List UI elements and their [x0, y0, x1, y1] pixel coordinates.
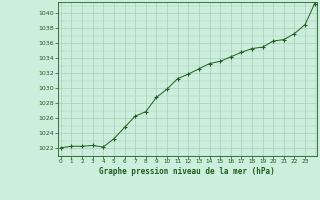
X-axis label: Graphe pression niveau de la mer (hPa): Graphe pression niveau de la mer (hPa): [99, 167, 275, 176]
